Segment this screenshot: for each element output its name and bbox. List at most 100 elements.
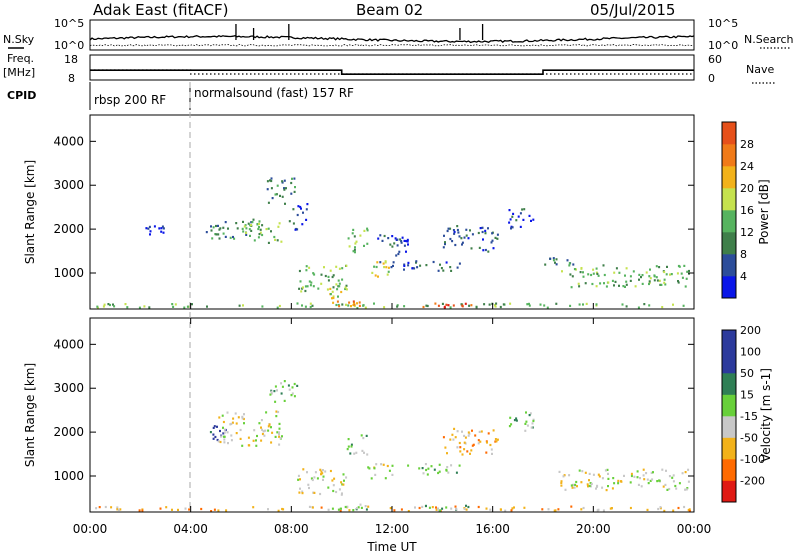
heatmap-cell <box>494 305 497 308</box>
heatmap-cell <box>418 506 421 510</box>
heatmap-cell <box>383 306 386 309</box>
heatmap-cell <box>278 427 281 430</box>
heatmap-cell <box>267 508 269 511</box>
heatmap-cell <box>592 268 595 271</box>
heatmap-cell <box>340 481 343 484</box>
heatmap-cell <box>625 280 628 283</box>
heatmap-cell <box>406 238 409 241</box>
heatmap-cell <box>324 470 327 473</box>
heatmap-cell <box>319 492 322 496</box>
heatmap-cell <box>346 448 349 451</box>
heatmap-cell <box>558 470 561 473</box>
heatmap-cell <box>352 509 355 512</box>
heatmap-cell <box>329 287 332 290</box>
heatmap-cell <box>449 306 452 309</box>
heatmap-cell <box>331 275 334 279</box>
y-tick-label: 3000 <box>53 381 84 395</box>
heatmap-cell <box>305 265 308 268</box>
heatmap-cell <box>450 464 453 467</box>
heatmap-cell <box>454 243 457 247</box>
power-panel: 1000 2000 3000 4000 Slant Range [km] 4 8 12 16… <box>23 114 771 310</box>
heatmap-cell <box>278 431 281 434</box>
heatmap-cell <box>337 295 339 298</box>
heatmap-cell <box>484 229 487 232</box>
heatmap-cell <box>685 488 688 491</box>
heatmap-cell <box>297 474 300 477</box>
heatmap-cell <box>458 441 461 445</box>
heatmap-cell <box>582 506 585 510</box>
heatmap-cell <box>508 221 511 224</box>
heatmap-cell <box>345 284 348 287</box>
heatmap-cell <box>467 434 470 437</box>
heatmap-cell <box>311 506 314 509</box>
heatmap-cell <box>467 237 470 240</box>
heatmap-cell <box>354 246 356 249</box>
heatmap-cell <box>320 470 323 473</box>
heatmap-cell <box>513 419 516 422</box>
heatmap-cell <box>216 438 219 442</box>
heatmap-cell <box>391 235 394 238</box>
heatmap-cell <box>213 425 216 428</box>
heatmap-cell <box>206 305 208 308</box>
heatmap-cell <box>351 232 354 235</box>
heatmap-cell <box>252 506 255 509</box>
heatmap-cell <box>474 434 477 437</box>
heatmap-cell <box>153 225 156 228</box>
heatmap-cell <box>215 233 218 236</box>
heatmap-cell <box>293 177 296 180</box>
heatmap-cell <box>338 267 341 270</box>
heatmap-cell <box>560 480 563 483</box>
heatmap-cell <box>242 417 245 421</box>
heatmap-cell <box>489 443 492 447</box>
heatmap-cell <box>640 485 643 488</box>
heatmap-cell <box>159 507 162 510</box>
heatmap-cell <box>374 473 377 476</box>
heatmap-cell <box>403 244 406 247</box>
heatmap-cell <box>508 425 511 428</box>
heatmap-cell <box>438 470 441 473</box>
heatmap-cell <box>324 274 327 278</box>
heatmap-cell <box>299 478 301 481</box>
heatmap-cell <box>245 231 248 234</box>
heatmap-cell <box>337 279 340 282</box>
colorbar-swatch <box>722 188 736 211</box>
heatmap-cell <box>617 482 620 485</box>
heatmap-cell <box>642 474 645 477</box>
heatmap-cell <box>293 382 296 386</box>
x-tick-label: 20:00 <box>576 522 611 536</box>
heatmap-cell <box>452 438 455 441</box>
heatmap-cell <box>263 434 266 437</box>
heatmap-cell <box>177 508 179 511</box>
heatmap-cell <box>515 219 518 222</box>
heatmap-cell <box>461 241 464 244</box>
x-tick-label: 04:00 <box>173 522 208 536</box>
heatmap-cell <box>141 509 144 512</box>
heatmap-cell <box>451 433 454 436</box>
colorbar-swatch <box>722 166 736 189</box>
heatmap-cell <box>686 270 689 273</box>
heatmap-cell <box>235 432 238 435</box>
heatmap-cell <box>345 264 348 267</box>
freq-tick-bottom: 8 <box>68 72 75 85</box>
heatmap-cell <box>668 487 671 491</box>
heatmap-cell <box>595 285 598 288</box>
heatmap-cell <box>655 265 658 268</box>
heatmap-cell <box>364 505 367 508</box>
heatmap-cell <box>214 233 217 236</box>
heatmap-cell <box>578 303 581 306</box>
heatmap-cell <box>261 224 264 227</box>
heatmap-cell <box>276 431 279 434</box>
heatmap-cell <box>640 276 642 279</box>
heatmap-cell <box>171 508 173 511</box>
heatmap-cell <box>532 419 535 423</box>
heatmap-cell <box>302 286 304 289</box>
y-tick-label: 2000 <box>53 222 84 236</box>
heatmap-cell <box>396 238 399 241</box>
heatmap-cell <box>475 306 478 309</box>
heatmap-cell <box>590 482 593 485</box>
heatmap-cell <box>354 251 356 254</box>
heatmap-cell <box>605 489 608 492</box>
heatmap-cell <box>337 508 340 511</box>
heatmap-cell <box>119 508 122 511</box>
heatmap-cell <box>539 303 542 306</box>
